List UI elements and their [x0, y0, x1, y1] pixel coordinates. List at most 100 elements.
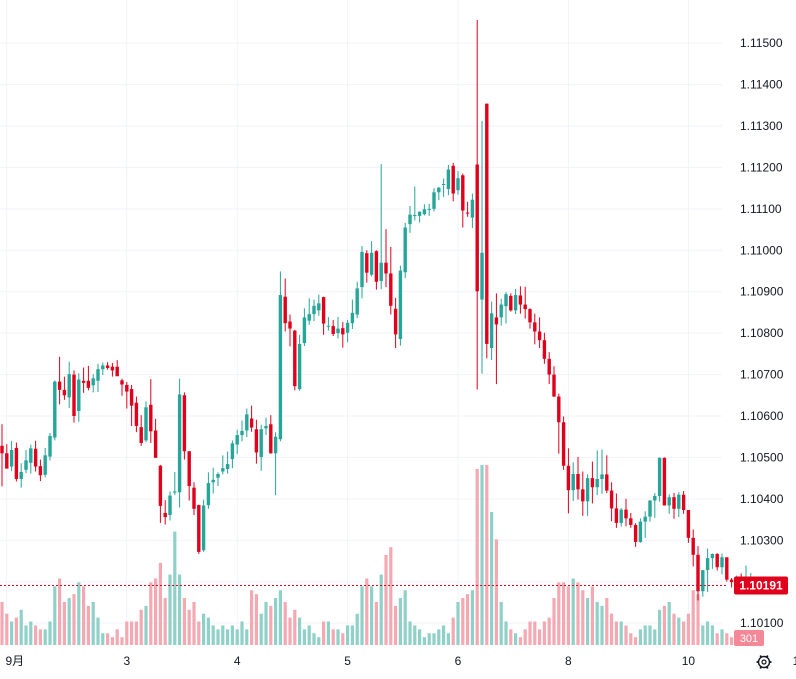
volume-bar	[677, 617, 681, 645]
volume-bar	[624, 625, 628, 645]
volume-bar	[533, 621, 537, 645]
candle-body	[696, 554, 700, 592]
volume-bar	[322, 621, 326, 645]
price-tick-label: 1.11500	[740, 36, 783, 50]
volume-bar	[307, 625, 311, 645]
candle-body	[182, 395, 187, 452]
candle-body	[173, 491, 177, 493]
volume-bar	[350, 625, 354, 645]
volume-bar	[134, 621, 138, 645]
volume-bar	[192, 601, 196, 645]
volume-bar	[197, 621, 201, 645]
volume-bar	[725, 633, 729, 645]
candle-body	[379, 262, 383, 281]
time-axis[interactable]: 9月 3 4 5 6 8 10 11	[5, 654, 796, 669]
price-tick-label: 1.10700	[740, 368, 784, 382]
time-tick-label: 6	[455, 654, 462, 668]
volume-bar	[403, 590, 407, 645]
candle-body	[245, 414, 249, 431]
candle-body	[398, 270, 403, 339]
candle-body	[609, 490, 614, 509]
volume-bar	[379, 574, 383, 645]
candle-body	[283, 296, 287, 324]
candle-body	[590, 478, 595, 488]
volume-bar	[96, 617, 100, 645]
candle-body	[451, 165, 455, 194]
volume-bar	[149, 582, 153, 645]
candle-body	[259, 429, 263, 458]
candle-body	[480, 252, 484, 300]
candle-body	[216, 474, 220, 478]
volume-bar	[245, 629, 249, 645]
candle-body	[264, 425, 268, 429]
volume-bar	[672, 613, 676, 645]
candle-body	[129, 389, 134, 406]
volume-bar	[34, 625, 38, 645]
volume-bar	[634, 637, 638, 645]
candle-body	[29, 448, 33, 463]
volume-bar	[346, 625, 350, 645]
candle-body	[149, 404, 153, 432]
price-tick-label: 1.11200	[740, 160, 783, 174]
volume-bar	[523, 629, 527, 645]
candle-body	[552, 374, 556, 397]
candle-body	[571, 474, 575, 491]
volume-bar	[341, 633, 345, 645]
candle-body	[197, 505, 201, 552]
price-tick-label: 1.11000	[740, 243, 783, 257]
volume-bar	[235, 629, 239, 645]
volume-bar	[82, 586, 86, 645]
candle-body	[725, 557, 729, 580]
candle-body	[528, 309, 532, 323]
candle-body	[595, 478, 599, 488]
volume-bar	[365, 578, 369, 645]
candle-body	[677, 494, 681, 509]
candle-body	[509, 295, 513, 311]
candle-body	[86, 380, 91, 388]
candle-body	[408, 214, 412, 225]
volume-bar	[173, 531, 177, 645]
volume-bar	[461, 598, 465, 645]
candle-body	[144, 407, 148, 441]
candle-body	[585, 478, 590, 502]
candle-body	[557, 396, 561, 423]
candle-body	[465, 212, 470, 214]
candle-body	[561, 422, 566, 466]
candle-body	[168, 495, 172, 516]
candle-body	[533, 322, 537, 332]
volume-bar	[662, 605, 666, 645]
volume-bar	[154, 578, 158, 645]
volume-bar	[211, 625, 215, 645]
volume-bar	[509, 629, 513, 645]
time-tick-label: 8	[565, 654, 572, 668]
price-axis[interactable]: 1.101001.102001.103001.104001.105001.106…	[734, 36, 788, 646]
volume-bar	[226, 629, 230, 645]
candle-body	[475, 164, 479, 292]
gear-icon[interactable]	[756, 655, 772, 669]
candle-body	[321, 297, 326, 324]
volume-bar	[163, 598, 167, 645]
candle-body	[163, 512, 167, 518]
candle-body	[432, 192, 436, 209]
volume-bar	[658, 609, 662, 645]
price-tick-label: 1.10900	[740, 285, 784, 299]
volume-bar	[106, 633, 110, 645]
volume-bar	[43, 629, 47, 645]
volume-bar	[5, 613, 9, 645]
candle-body	[581, 489, 585, 502]
volume-bar	[250, 590, 254, 645]
candle-body	[576, 474, 580, 490]
candle-body	[389, 273, 393, 306]
candle-body	[518, 295, 523, 305]
candle-body	[345, 322, 350, 333]
candle-body	[542, 340, 547, 359]
candle-body	[662, 457, 667, 506]
candle-body	[19, 471, 23, 479]
volume-bar	[178, 574, 182, 645]
candle-body	[489, 313, 494, 349]
volume-bar	[648, 625, 652, 645]
candle-body	[446, 169, 451, 189]
